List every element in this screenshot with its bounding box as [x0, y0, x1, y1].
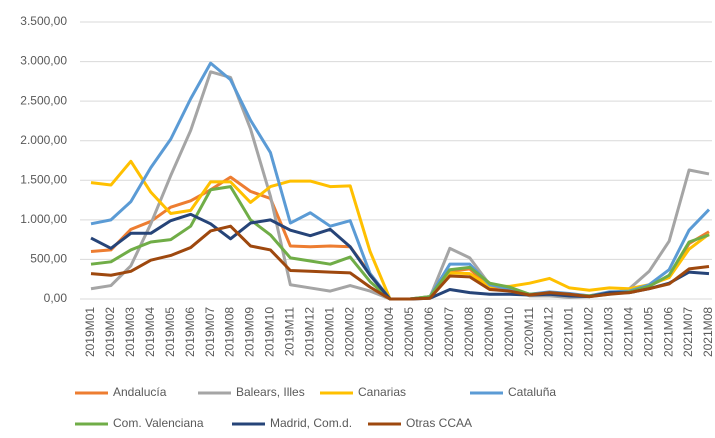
- x-tick-label: 2021M02: [582, 307, 596, 357]
- x-tick-label: 2020M02: [342, 307, 356, 357]
- x-tick-label: 2020M07: [442, 307, 456, 357]
- legend-label: Otras CCAA: [406, 416, 472, 430]
- x-tick-label: 2020M10: [502, 307, 516, 357]
- x-tick-label: 2019M07: [203, 307, 217, 357]
- y-tick-label: 1.500,00: [20, 172, 67, 186]
- series-line: [90, 61, 711, 301]
- x-tick-label: 2020M11: [522, 307, 536, 356]
- y-tick-label: 2.500,00: [20, 93, 67, 107]
- y-tick-label: 0,00: [44, 291, 68, 305]
- y-tick-label: 2.000,00: [20, 133, 67, 147]
- x-tick-label: 2020M06: [422, 307, 436, 357]
- x-tick-label: 2019M11: [283, 307, 297, 356]
- series-line: [90, 175, 710, 301]
- x-tick-label: 2019M02: [103, 307, 117, 357]
- x-tick-label: 2019M12: [302, 307, 316, 357]
- x-tick-label: 2021M07: [681, 307, 695, 357]
- x-tick-label: 2019M10: [263, 307, 277, 357]
- y-tick-label: 500,00: [30, 252, 67, 266]
- x-tick-label: 2019M01: [83, 307, 97, 357]
- x-tick-label: 2021M04: [621, 307, 635, 357]
- legend-label: Cataluña: [508, 385, 556, 399]
- x-tick-label: 2021M06: [661, 307, 675, 357]
- x-tick-label: 2021M08: [701, 307, 715, 357]
- y-tick-label: 3.500,00: [20, 14, 67, 28]
- x-tick-label: 2020M05: [402, 307, 416, 357]
- x-tick-label: 2019M04: [143, 307, 157, 357]
- legend-label: Com. Valenciana: [113, 416, 204, 430]
- x-tick-label: 2021M05: [641, 307, 655, 357]
- x-tick-label: 2019M05: [163, 307, 177, 357]
- x-tick-label: 2021M01: [562, 307, 576, 357]
- x-tick-label: 2019M06: [183, 307, 197, 357]
- series-line: [90, 70, 710, 301]
- x-tick-label: 2020M03: [362, 307, 376, 357]
- legend-label: Balears, Illes: [236, 385, 305, 399]
- series-line: [90, 224, 710, 301]
- x-tick-label: 2020M12: [542, 307, 556, 357]
- y-tick-label: 1.000,00: [20, 212, 67, 226]
- x-tick-label: 2020M08: [462, 307, 476, 357]
- legend-label: Andalucía: [113, 385, 167, 399]
- x-tick-label: 2021M03: [601, 307, 615, 357]
- legend-label: Canarias: [358, 385, 406, 399]
- x-tick-label: 2020M04: [382, 307, 396, 357]
- x-tick-label: 2019M03: [123, 307, 137, 357]
- x-tick-label: 2020M09: [482, 307, 496, 357]
- x-tick-label: 2019M09: [243, 307, 257, 357]
- y-tick-label: 3.000,00: [20, 54, 67, 68]
- x-tick-label: 2019M08: [223, 307, 237, 357]
- series-line: [90, 212, 710, 301]
- x-tick-label: 2020M01: [322, 307, 336, 357]
- legend-label: Madrid, Com.d.: [270, 416, 352, 430]
